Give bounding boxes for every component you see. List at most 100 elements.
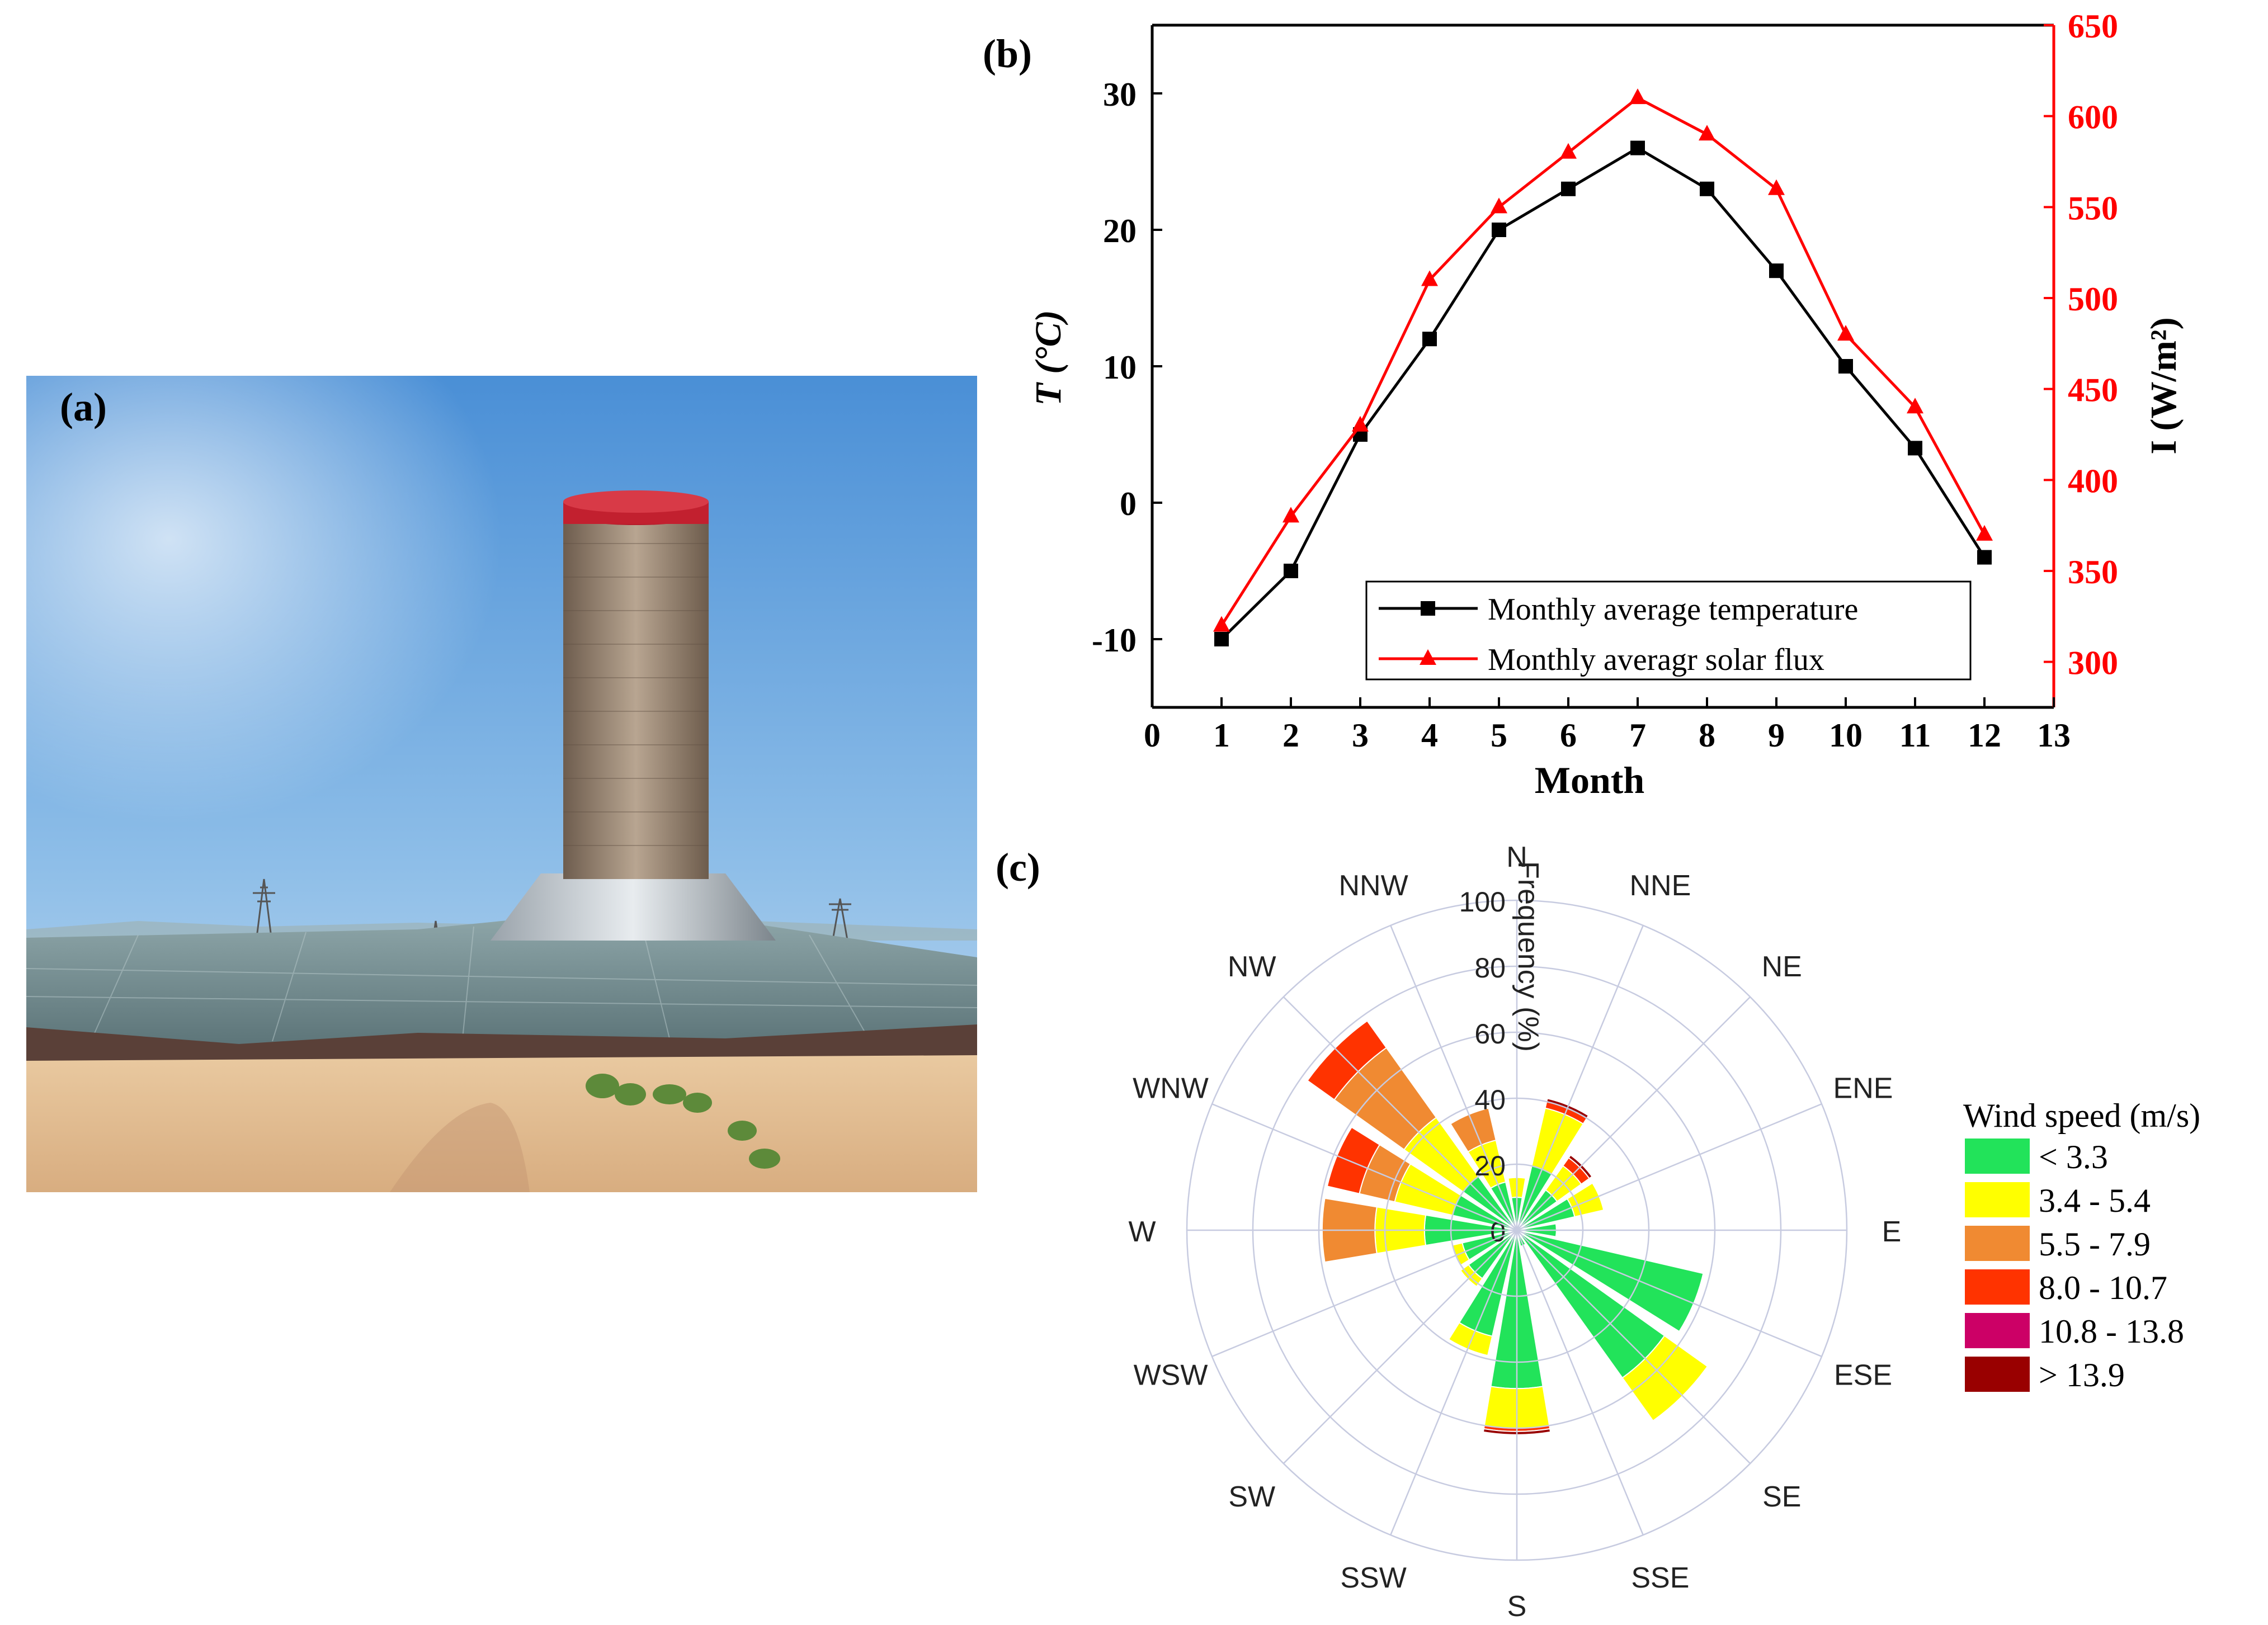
panel-label-b: (b) [983,31,1032,76]
direction-label-n: N [1506,841,1527,873]
direction-spoke [1516,996,1751,1231]
legend-label: 8.0 - 10.7 [2039,1269,2167,1306]
radial-tick-label: 60 [1474,1018,1506,1050]
y-right-tick-label: 450 [2068,372,2118,409]
temperature-point [1422,332,1437,347]
legend-label: 10.8 - 13.8 [2039,1313,2184,1350]
temperature-point [1977,550,1992,565]
legend-label: 5.5 - 7.9 [2039,1226,2151,1263]
direction-label-s: S [1507,1590,1527,1622]
y-axis-title-right: I (W/m²) [2143,317,2184,454]
radial-tick-label: 100 [1459,886,1506,918]
direction-label-wsw: WSW [1134,1359,1208,1391]
solar-flux-point [1352,415,1369,432]
x-tick-label: 10 [1829,717,1863,754]
x-tick-label: 7 [1629,717,1646,754]
legend-swatch [1964,1268,2031,1306]
legend-label: 3.4 - 5.4 [2039,1182,2151,1219]
direction-spoke [1390,925,1518,1231]
x-tick-label: 3 [1352,717,1369,754]
legend-box [1365,580,1972,681]
series-line-solar-flux [1220,96,1986,626]
y-axis-title-left: T (°C) [1028,310,1069,405]
solar-flux-point [1768,179,1785,195]
direction-label-se: SE [1762,1481,1801,1513]
direction-label-sse: SSE [1631,1562,1689,1594]
radial-axis-title: Frequency (%) [1512,861,1544,1052]
panel-label-c: (c) [996,845,1040,890]
x-tick-label: 12 [1968,717,2001,754]
temperature-point [1492,223,1506,237]
y-right-tick-label: 350 [2068,554,2118,591]
x-axis-title: Month [1535,759,1644,801]
legend-label: Monthly averagr solar flux [1488,643,1824,677]
direction-label-ne: NE [1762,951,1802,983]
solar-flux-point [1213,616,1230,632]
series-line-temperature [1220,146,1986,640]
legend-label: Monthly average temperature [1488,592,1858,627]
direction-label-e: E [1882,1216,1902,1248]
direction-spoke [1282,996,1517,1231]
solar-flux-point [1907,398,1923,414]
direction-label-wnw: WNW [1133,1073,1209,1105]
direction-label-ese: ESE [1834,1359,1892,1391]
y-left-tick-label: -10 [1092,622,1137,659]
panel-label-a: (a) [60,385,107,429]
legend-swatch [1964,1312,2031,1349]
radial-tick-label: 0 [1490,1216,1506,1248]
temperature-point [1908,441,1922,456]
solar-flux-point [1699,125,1715,141]
temperature-point [1284,564,1298,578]
x-tick-label: 9 [1768,717,1785,754]
legend-swatch [1964,1137,2031,1175]
solar-flux-point [1421,270,1438,286]
photo-panel-a: (a) [26,376,977,1192]
legend-title: Wind speed (m/s) [1963,1097,2200,1134]
wind-sector-ene [1566,1182,1605,1218]
y-left-tick-label: 20 [1103,212,1137,249]
wind-sector-wnw [1326,1126,1381,1194]
radial-tick-label: 40 [1474,1084,1506,1116]
solar-flux-point [1976,525,1993,541]
y-right-tick-label: 600 [2068,99,2118,136]
x-tick-label: 2 [1282,717,1299,754]
direction-spoke [1516,1229,1822,1357]
solar-flux-point [1491,197,1507,214]
solar-flux-point [1629,88,1646,105]
y-left-tick-label: 0 [1120,485,1137,522]
line-chart-panel-b: (b) 0 1 2 3 4 5 6 7 8 9 10 11 12 13-10010203030035040… [983,8,2184,801]
y-right-tick-label: 500 [2068,281,2118,318]
direction-label-nw: NW [1228,951,1276,983]
direction-label-ssw: SSW [1340,1562,1406,1594]
x-tick-label: 13 [2037,717,2071,754]
temperature-point [1561,181,1576,196]
solar-flux-point [1837,325,1854,341]
direction-label-sw: SW [1228,1481,1275,1513]
direction-spoke [1211,1229,1517,1357]
y-left-tick-label: 30 [1103,76,1137,113]
x-tick-label: 0 [1144,717,1161,754]
legend-marker-triangle [1420,649,1436,665]
direction-spoke [1516,1230,1751,1465]
wind-sector-nnw [1449,1107,1497,1153]
legend-swatch [1964,1355,2031,1393]
y-left-tick-label: 10 [1103,349,1137,386]
x-tick-label: 11 [1899,717,1931,754]
temperature-point [1769,263,1784,278]
legend-marker-square [1421,601,1435,616]
direction-label-nne: NNE [1629,870,1691,902]
solar-flux-point [1560,143,1577,159]
x-tick-label: 8 [1699,717,1715,754]
direction-label-w: W [1128,1216,1156,1248]
y-right-tick-label: 400 [2068,462,2118,499]
direction-label-nnw: NNW [1339,870,1408,902]
legend-label: < 3.3 [2039,1139,2108,1175]
wind-rose-panel-c: (c) 020406080100 NNNENEENEEESESESSESSSWS… [996,833,2200,1622]
direction-spoke [1211,1103,1517,1231]
temperature-point [1214,632,1229,646]
temperature-point [1630,140,1645,155]
legend-label: > 13.9 [2039,1357,2125,1393]
direction-spoke [1516,1103,1822,1231]
direction-spoke [1516,1230,1644,1536]
